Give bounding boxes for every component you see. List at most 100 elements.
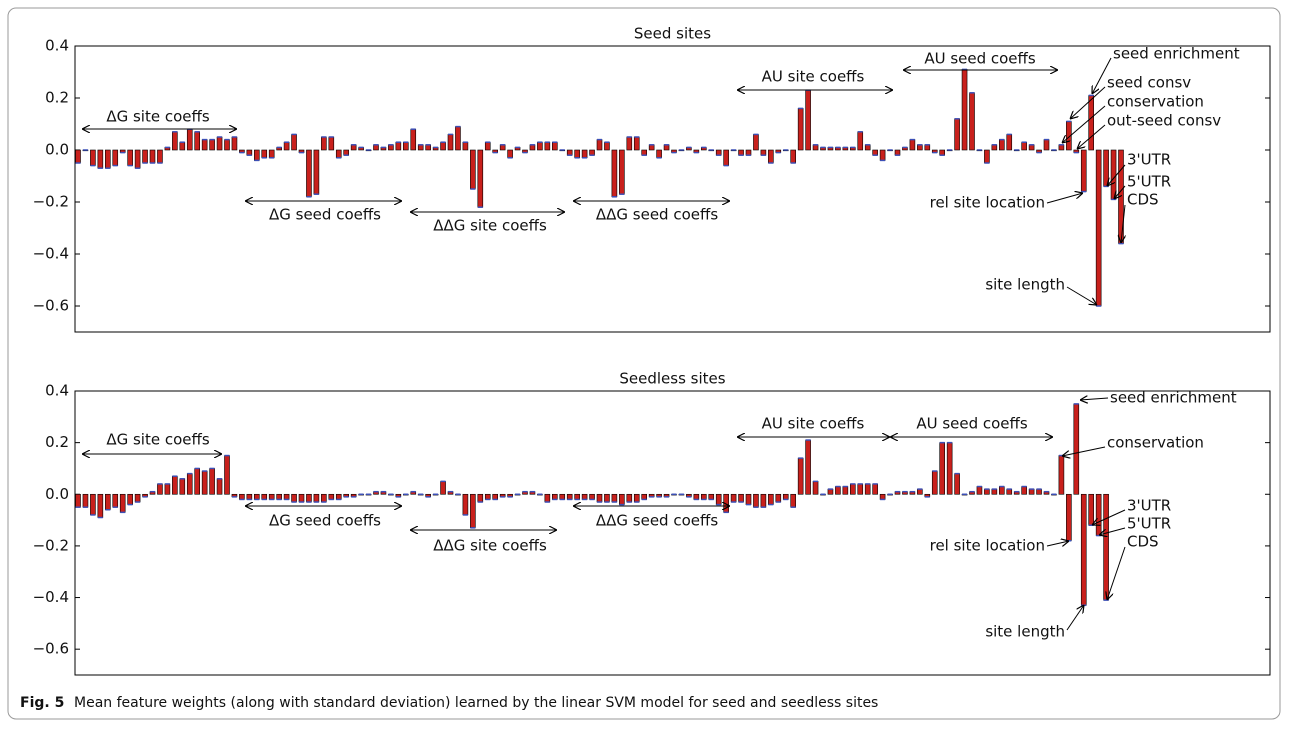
bar xyxy=(1066,493,1072,542)
pointer-arrow xyxy=(1099,527,1126,535)
annotation: 3'UTR xyxy=(1127,497,1171,515)
bar xyxy=(991,488,998,495)
bar xyxy=(82,493,89,508)
bar xyxy=(306,493,312,503)
bar xyxy=(835,486,841,495)
bar xyxy=(969,92,975,151)
bar xyxy=(879,493,886,500)
bar xyxy=(909,139,916,151)
bar xyxy=(753,493,759,508)
bar xyxy=(589,493,595,500)
bar xyxy=(149,149,156,164)
bar xyxy=(157,483,163,495)
bar xyxy=(626,493,633,503)
bar xyxy=(261,149,268,159)
annotation: seed enrichment xyxy=(1113,45,1240,63)
bar xyxy=(738,493,744,503)
pointer-arrow xyxy=(1062,105,1106,143)
pointer-arrow xyxy=(1077,124,1106,149)
bar xyxy=(559,493,566,500)
bar xyxy=(1080,493,1087,606)
figure-border xyxy=(7,7,1281,720)
bar xyxy=(224,455,230,495)
bar xyxy=(842,486,849,495)
bar xyxy=(328,136,335,151)
bar xyxy=(335,493,342,500)
annotation: seed consv xyxy=(1107,74,1191,92)
pointer-arrow xyxy=(1046,541,1069,546)
bar xyxy=(313,493,320,503)
bar xyxy=(641,149,648,156)
bar xyxy=(812,481,819,495)
bar xyxy=(254,149,260,161)
bar xyxy=(239,493,245,500)
bar xyxy=(931,470,938,495)
bar xyxy=(224,139,230,151)
bar xyxy=(179,141,186,151)
bar xyxy=(768,493,774,505)
bar xyxy=(596,493,603,503)
bar xyxy=(209,468,215,495)
annotation: ΔG site coeffs xyxy=(106,431,210,449)
bar xyxy=(1110,149,1117,200)
bar xyxy=(1103,493,1109,601)
bar xyxy=(172,475,178,495)
bar xyxy=(477,149,484,208)
bar xyxy=(283,493,290,500)
bar xyxy=(827,488,834,495)
bar xyxy=(1095,149,1102,307)
bar xyxy=(425,144,431,151)
bar xyxy=(872,149,878,156)
bar xyxy=(201,470,208,495)
bar xyxy=(857,483,864,495)
bar xyxy=(298,493,305,503)
bar xyxy=(998,139,1005,151)
bar xyxy=(306,149,312,198)
y-tick-label: 0.2 xyxy=(45,89,69,107)
bar xyxy=(574,493,580,500)
bar xyxy=(723,149,729,166)
bar xyxy=(254,493,260,500)
bar xyxy=(97,149,104,169)
pointer-arrow xyxy=(1092,509,1126,525)
bar xyxy=(1006,488,1013,495)
bar xyxy=(961,69,968,151)
plot-frame xyxy=(74,45,1271,333)
bar xyxy=(455,126,461,151)
bar xyxy=(700,493,707,500)
pointer-arrow xyxy=(1092,57,1112,94)
bar xyxy=(321,493,327,503)
bar xyxy=(566,493,573,500)
bar xyxy=(656,149,662,159)
bar xyxy=(633,493,640,503)
bar xyxy=(991,144,998,151)
bar xyxy=(894,149,901,156)
bar xyxy=(157,149,163,164)
bar xyxy=(589,149,595,156)
y-tick-label: −0.2 xyxy=(33,536,69,554)
bar xyxy=(194,131,200,151)
bar xyxy=(581,493,588,500)
bar xyxy=(768,149,774,164)
annotation: ΔΔG seed coeffs xyxy=(596,512,718,530)
bar xyxy=(186,473,193,495)
bar xyxy=(507,149,513,159)
bar xyxy=(402,141,409,151)
chart-title: Seed sites xyxy=(634,25,711,43)
bar xyxy=(574,149,580,159)
bar xyxy=(231,136,238,151)
pointer-arrow xyxy=(1121,204,1125,243)
bar xyxy=(343,149,350,156)
bar xyxy=(641,493,648,500)
bar xyxy=(1021,141,1027,151)
bar xyxy=(1021,486,1027,495)
bar xyxy=(186,128,193,151)
bar xyxy=(708,493,715,500)
caption-text: Mean feature weights (along with standar… xyxy=(74,695,878,711)
bar xyxy=(633,136,640,151)
bar xyxy=(1006,134,1013,151)
annotation: 3'UTR xyxy=(1127,151,1171,169)
bar xyxy=(1073,403,1080,495)
bar xyxy=(581,149,588,159)
